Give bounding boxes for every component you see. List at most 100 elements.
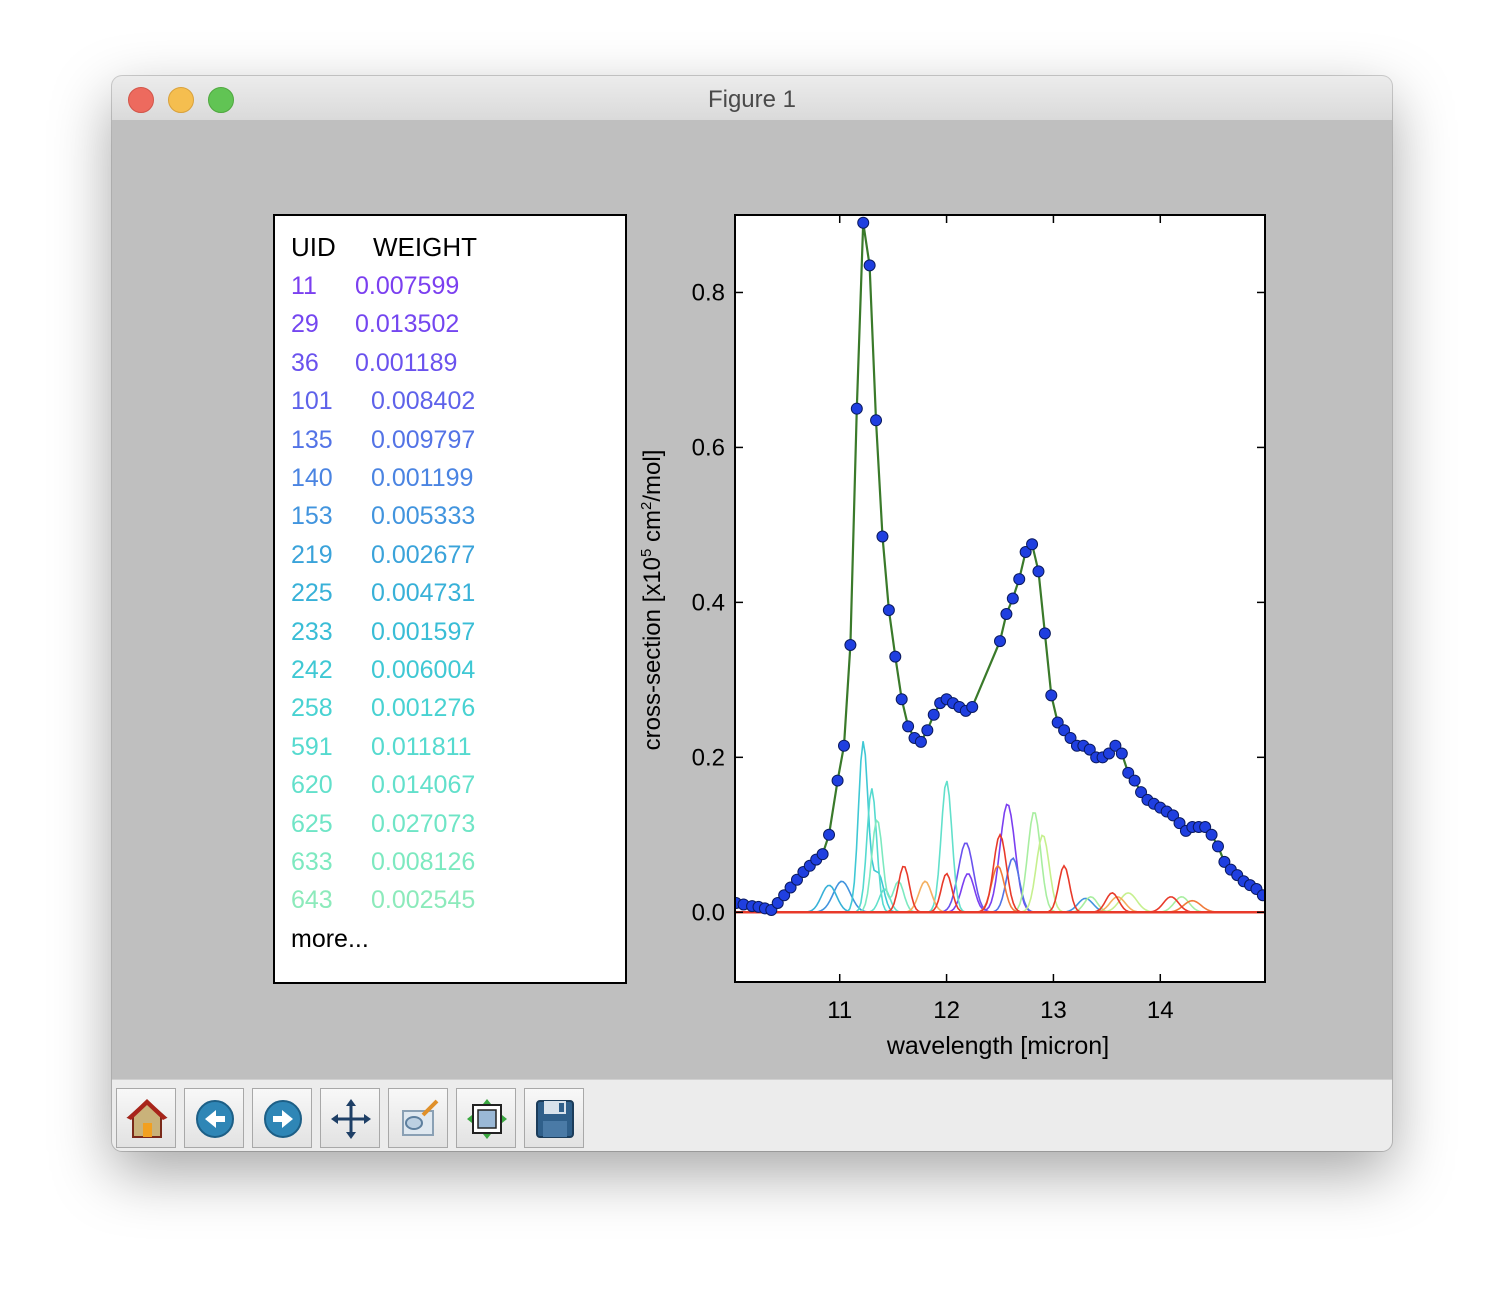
component-lines bbox=[735, 741, 1265, 914]
legend-weight: 0.002545 bbox=[371, 886, 476, 915]
legend-row: 11 0.007599 bbox=[291, 272, 459, 301]
data-point bbox=[1256, 889, 1265, 902]
legend-row: 242 0.006004 bbox=[291, 656, 475, 685]
data-point bbox=[863, 259, 876, 272]
zoom-rect-icon bbox=[402, 1099, 439, 1136]
legend-row: 258 0.001276 bbox=[291, 694, 475, 723]
data-point bbox=[850, 402, 863, 415]
data-point bbox=[857, 216, 870, 229]
data-point bbox=[895, 693, 908, 706]
legend-row: 233 0.001597 bbox=[291, 617, 475, 647]
x-tick-label: 13 bbox=[1040, 997, 1067, 1024]
legend-row: 101 0.008402 bbox=[291, 387, 475, 416]
total-series bbox=[735, 216, 1265, 916]
figure-canvas[interactable]: UID WEIGHT 11 0.007599 29 0.013502 36 0.00118… bbox=[112, 120, 1392, 1079]
data-point bbox=[882, 604, 895, 617]
minimize-window-button[interactable] bbox=[168, 87, 194, 113]
legend-weight: 0.001199 bbox=[371, 464, 474, 492]
legend-weight: 0.008402 bbox=[371, 387, 476, 416]
pan-button[interactable] bbox=[320, 1088, 380, 1148]
legend-weight: 0.014067 bbox=[371, 771, 476, 800]
close-window-button[interactable] bbox=[128, 87, 154, 113]
uid-weight-legend: UID WEIGHT 11 0.007599 29 0.013502 36 0.00118… bbox=[273, 214, 627, 984]
legend-uid: 36 bbox=[291, 348, 319, 377]
zoom-button[interactable] bbox=[388, 1088, 448, 1148]
data-point bbox=[1026, 538, 1039, 551]
legend-uid: 233 bbox=[291, 617, 333, 646]
data-point bbox=[784, 881, 797, 894]
legend-header: UID WEIGHT bbox=[291, 232, 477, 263]
legend-weight: 0.001189 bbox=[355, 348, 458, 377]
data-point bbox=[994, 635, 1006, 648]
save-button[interactable] bbox=[524, 1088, 584, 1148]
legend-uid: 140 bbox=[291, 464, 333, 492]
legend-weight: 0.001597 bbox=[371, 617, 476, 646]
legend-row: 140 0.001199 bbox=[291, 464, 473, 493]
back-button[interactable] bbox=[184, 1088, 244, 1148]
data-point bbox=[1167, 809, 1180, 822]
y-tick-label: 0.0 bbox=[692, 899, 725, 926]
home-icon bbox=[126, 1099, 168, 1138]
legend-weight: 0.005333 bbox=[371, 502, 476, 531]
legend-weight: 0.008126 bbox=[371, 848, 476, 876]
data-point bbox=[771, 896, 784, 909]
data-point bbox=[1038, 627, 1051, 640]
legend-uid: 643 bbox=[291, 886, 333, 915]
data-point bbox=[1211, 840, 1224, 853]
data-point bbox=[1000, 607, 1013, 620]
legend-weight: 0.027073 bbox=[371, 809, 476, 838]
axis-ticks: 11 12 13 14 0.0 0.2 0.4 0.6 0.8 bbox=[692, 215, 1265, 1024]
data-point bbox=[927, 708, 940, 721]
plot-frame bbox=[734, 214, 1266, 983]
data-point bbox=[790, 873, 803, 886]
forward-button[interactable] bbox=[252, 1088, 312, 1148]
legend-header-weight: WEIGHT bbox=[373, 232, 477, 262]
y-tick-label: 0.2 bbox=[692, 744, 725, 771]
legend-weight: 0.009797 bbox=[371, 425, 476, 454]
legend-uid: 101 bbox=[291, 387, 333, 416]
legend-uid: 135 bbox=[291, 425, 333, 454]
x-tick-label: 11 bbox=[827, 997, 852, 1024]
data-point bbox=[1013, 573, 1026, 586]
data-point bbox=[837, 739, 850, 752]
data-point bbox=[823, 828, 836, 841]
legend-weight: 0.004731 bbox=[371, 579, 476, 608]
maximize-window-button[interactable] bbox=[208, 87, 234, 113]
legend-weight: 0.013502 bbox=[355, 310, 460, 339]
legend-uid: 11 bbox=[291, 272, 317, 300]
subplots-button[interactable] bbox=[456, 1088, 516, 1148]
legend-row: 153 0.005333 bbox=[291, 502, 475, 531]
window-title: Figure 1 bbox=[707, 86, 797, 113]
data-point bbox=[1173, 817, 1186, 830]
legend-uid: 225 bbox=[291, 579, 333, 608]
legend-weight: 0.011811 bbox=[371, 732, 472, 761]
data-point bbox=[1122, 766, 1135, 779]
cross-section-chart[interactable]: 11 12 13 14 0.0 0.2 0.4 0.6 0.8 wavelength [micr… bbox=[112, 120, 1392, 1079]
app-window: Figure 1 UID WEIGHT 11 0.007599 29 0.013502… bbox=[112, 76, 1392, 1151]
y-tick-label: 0.4 bbox=[692, 589, 725, 616]
legend-row: 591 0.011811 bbox=[291, 733, 472, 762]
move-icon bbox=[331, 1099, 371, 1139]
legend-uid: 29 bbox=[291, 310, 319, 339]
legend-weight: 0.001276 bbox=[371, 694, 476, 723]
legend-uid: 633 bbox=[291, 848, 333, 876]
data-point bbox=[1115, 747, 1128, 760]
legend-uid: 625 bbox=[291, 809, 333, 838]
legend-row: 219 0.002677 bbox=[291, 540, 475, 570]
legend-row: 29 0.013502 bbox=[291, 310, 459, 339]
data-point bbox=[1218, 855, 1231, 868]
legend-row: 36 0.001189 bbox=[291, 348, 457, 378]
navigation-toolbar bbox=[112, 1079, 1392, 1151]
subplots-icon bbox=[467, 1099, 507, 1139]
legend-row: 135 0.009797 bbox=[291, 425, 475, 455]
legend-row: 620 0.014067 bbox=[291, 771, 475, 800]
home-button[interactable] bbox=[116, 1088, 176, 1148]
y-tick-label: 0.8 bbox=[692, 279, 725, 306]
data-point bbox=[1135, 786, 1148, 799]
legend-uid: 219 bbox=[291, 540, 333, 569]
data-point bbox=[921, 724, 934, 737]
data-point bbox=[1109, 739, 1122, 752]
data-point bbox=[870, 414, 883, 427]
data-point bbox=[1064, 731, 1077, 744]
data-point bbox=[966, 700, 979, 713]
